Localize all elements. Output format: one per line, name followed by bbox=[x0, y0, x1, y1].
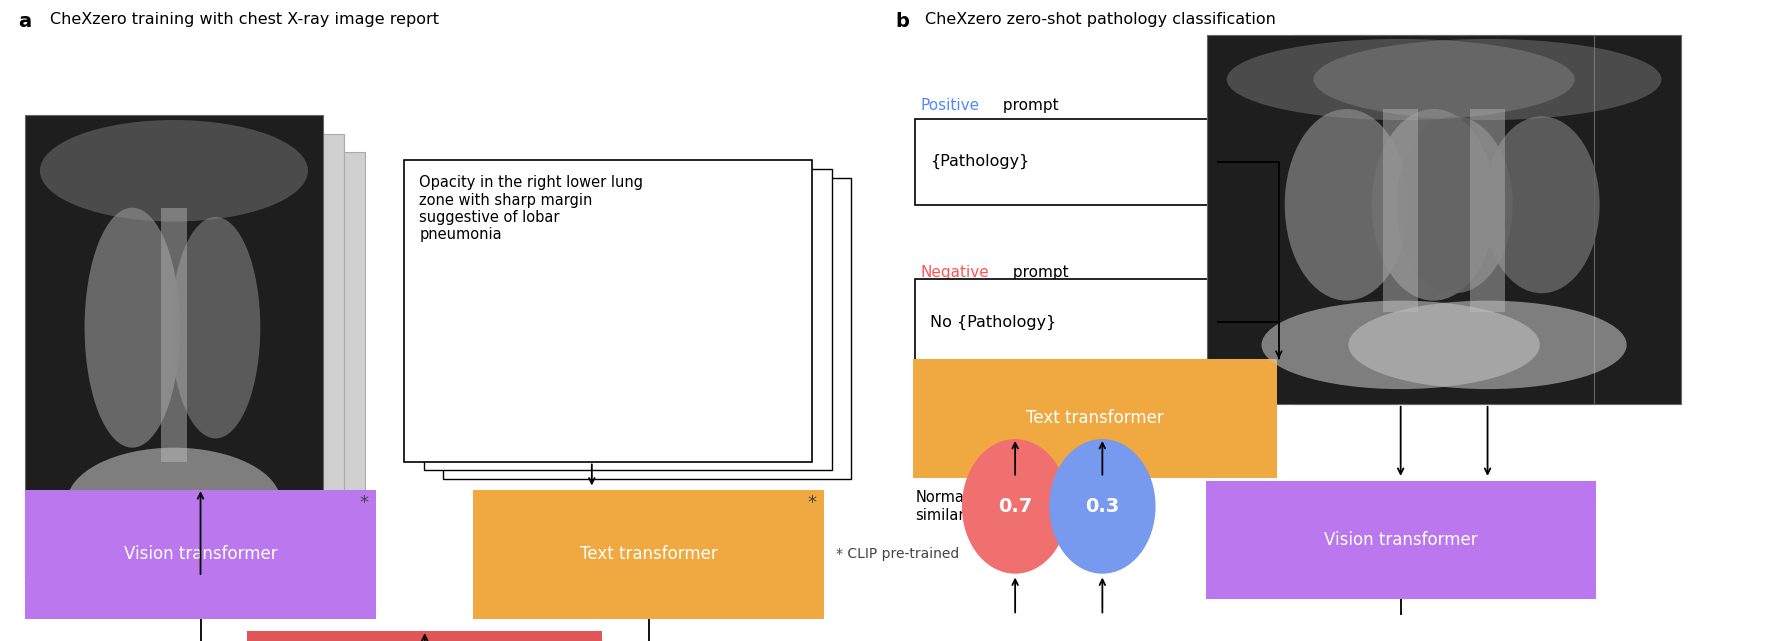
Ellipse shape bbox=[1349, 301, 1626, 389]
Ellipse shape bbox=[1227, 39, 1574, 120]
Text: prompt: prompt bbox=[1009, 265, 1069, 280]
Text: Text transformer: Text transformer bbox=[1027, 409, 1163, 428]
FancyBboxPatch shape bbox=[1206, 481, 1596, 599]
Text: *: * bbox=[808, 494, 817, 512]
Ellipse shape bbox=[1397, 117, 1512, 294]
Ellipse shape bbox=[963, 439, 1069, 574]
Bar bbox=[25, 115, 323, 577]
Text: Vision transformer: Vision transformer bbox=[124, 545, 277, 563]
Text: Negative: Negative bbox=[920, 265, 989, 280]
Text: Opacity in the right lower lung
zone with sharp margin
suggestive of lobar
pneum: Opacity in the right lower lung zone wit… bbox=[418, 175, 644, 242]
Ellipse shape bbox=[170, 217, 261, 438]
Text: Positive: Positive bbox=[920, 98, 979, 113]
Text: 0.3: 0.3 bbox=[1085, 497, 1119, 516]
Text: Text transformer: Text transformer bbox=[580, 545, 718, 563]
Bar bbox=[424, 169, 832, 470]
Text: CheXzero training with chest X-ray image report: CheXzero training with chest X-ray image… bbox=[50, 12, 440, 27]
Bar bbox=[1294, 35, 1681, 404]
Text: Vision transformer: Vision transformer bbox=[1324, 531, 1477, 549]
Ellipse shape bbox=[1314, 39, 1661, 120]
Text: Normalized
similarities: Normalized similarities bbox=[915, 490, 998, 522]
FancyBboxPatch shape bbox=[248, 631, 603, 641]
Text: *: * bbox=[360, 494, 369, 512]
Text: No {Pathology}: No {Pathology} bbox=[931, 315, 1057, 329]
FancyBboxPatch shape bbox=[913, 359, 1277, 478]
Bar bbox=[915, 279, 1216, 365]
Bar bbox=[161, 208, 188, 462]
FancyBboxPatch shape bbox=[25, 490, 376, 619]
Bar bbox=[1207, 35, 1594, 404]
Bar bbox=[1470, 109, 1505, 312]
Ellipse shape bbox=[1050, 439, 1156, 574]
Ellipse shape bbox=[67, 447, 282, 558]
Ellipse shape bbox=[1484, 117, 1599, 294]
Ellipse shape bbox=[85, 208, 179, 447]
Bar bbox=[915, 119, 1216, 205]
Ellipse shape bbox=[1262, 301, 1539, 389]
Bar bbox=[443, 178, 851, 479]
Bar bbox=[67, 153, 365, 614]
Text: {Pathology}: {Pathology} bbox=[931, 154, 1030, 169]
Text: b: b bbox=[895, 12, 910, 31]
Bar bbox=[404, 160, 812, 462]
Ellipse shape bbox=[1372, 109, 1495, 301]
Text: CheXzero zero-shot pathology classification: CheXzero zero-shot pathology classificat… bbox=[926, 12, 1277, 27]
Text: prompt: prompt bbox=[998, 98, 1058, 113]
Text: a: a bbox=[18, 12, 32, 31]
Text: * CLIP pre-trained: * CLIP pre-trained bbox=[837, 547, 959, 562]
Bar bbox=[46, 134, 344, 595]
Ellipse shape bbox=[41, 120, 309, 222]
Bar bbox=[1383, 109, 1418, 312]
FancyBboxPatch shape bbox=[473, 490, 824, 619]
Text: 0.7: 0.7 bbox=[998, 497, 1032, 516]
Ellipse shape bbox=[1285, 109, 1408, 301]
